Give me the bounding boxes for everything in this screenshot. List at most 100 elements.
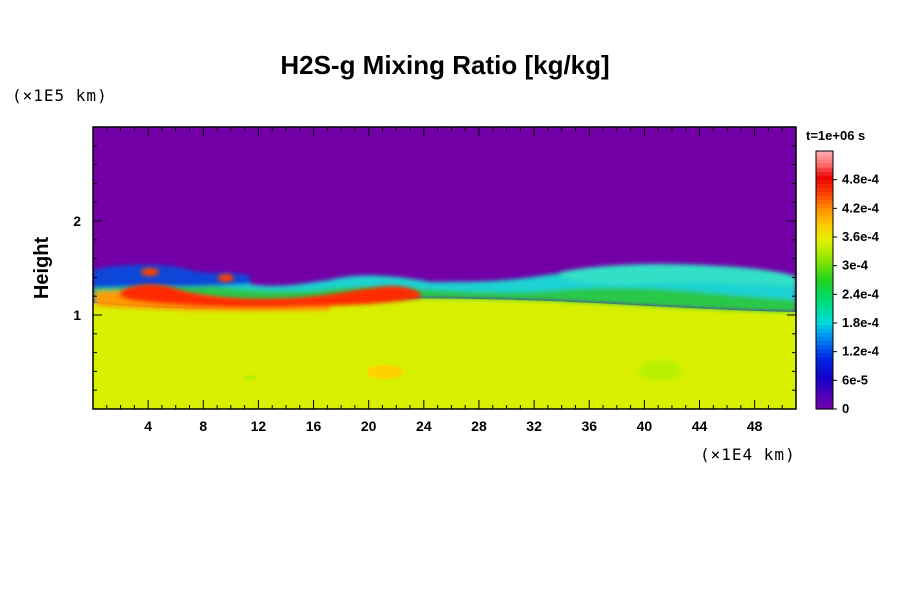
colorbar-swatch — [816, 352, 833, 358]
colorbar-swatch — [816, 155, 833, 160]
y-tick-label: 1 — [73, 307, 81, 323]
colorbar-swatch — [816, 223, 833, 229]
colorbar-swatch — [816, 203, 833, 209]
x-axis: 4 8 12 16 20 24 28 32 36 40 44 48 — [106, 127, 783, 434]
x-tick-label: 24 — [416, 418, 432, 434]
colorbar-swatch — [816, 404, 833, 410]
colorbar-tick-label: 6e-5 — [842, 372, 868, 387]
x-tick-label: 12 — [251, 418, 267, 434]
colorbar-swatch — [816, 227, 833, 233]
colorbar-swatch — [816, 356, 833, 362]
lower-field — [93, 298, 796, 409]
colorbar-swatch — [816, 239, 833, 245]
colorbar-swatch — [816, 171, 833, 176]
x-tick-label: 8 — [199, 418, 207, 434]
colorbar-swatch — [816, 316, 833, 321]
x-axis-unit: (×1E4 km) — [700, 445, 796, 464]
x-tick-label: 20 — [361, 418, 377, 434]
colorbar-swatch — [816, 292, 833, 297]
colorbar-swatch — [816, 328, 833, 334]
colorbar-swatch — [816, 392, 833, 398]
colorbar-swatch — [816, 251, 833, 257]
colorbar-swatch — [816, 280, 833, 285]
colorbar-swatch — [816, 267, 833, 273]
colorbar-swatch — [816, 364, 833, 370]
colorbar-tick-label: 1.2e-4 — [842, 344, 880, 359]
y-axis-unit: (×1E5 km) — [12, 86, 108, 105]
colorbar-swatch — [816, 219, 833, 225]
colorbar-swatch — [816, 348, 833, 354]
colorbar-swatch — [816, 320, 833, 325]
colorbar-swatch — [816, 247, 833, 253]
colorbar-swatch — [816, 263, 833, 269]
colorbar-swatch — [816, 199, 833, 205]
colorbar-tick-label: 3.6e-4 — [842, 229, 880, 244]
colorbar-swatch — [816, 372, 833, 378]
colorbar-swatch — [816, 159, 833, 164]
x-tick-label: 36 — [581, 418, 597, 434]
colorbar-tick-label: 0 — [842, 401, 849, 416]
colorbar-tick-label: 2.4e-4 — [842, 286, 880, 301]
colorbar-swatch — [816, 275, 833, 281]
colorbar-swatch — [816, 167, 833, 172]
time-label: t=1e+06 s — [806, 128, 865, 143]
plot-frame — [92, 126, 797, 410]
lower-inclusion — [244, 375, 256, 381]
colorbar-swatch — [816, 396, 833, 402]
colorbar-swatch — [816, 312, 833, 317]
colorbar-swatch — [816, 255, 833, 261]
chart-title: H2S-g Mixing Ratio [kg/kg] — [280, 50, 609, 80]
colorbar-swatch — [816, 368, 833, 374]
colorbar-swatch — [816, 304, 833, 309]
y-tick-label: 2 — [73, 213, 81, 229]
colorbar-swatch — [816, 324, 833, 329]
high-concentration-core — [119, 268, 421, 307]
colorbar-swatch — [816, 187, 833, 192]
colorbar-swatch — [816, 183, 833, 188]
colorbar-swatch — [816, 388, 833, 394]
lower-inclusion — [638, 360, 682, 380]
colorbar-swatch — [816, 360, 833, 366]
colorbar-swatch — [816, 215, 833, 221]
colorbar-swatch — [816, 151, 833, 156]
colorbar-frame — [815, 150, 834, 410]
colorbar-swatch — [816, 332, 833, 338]
colorbar-swatch — [816, 235, 833, 241]
x-tick-label: 32 — [526, 418, 542, 434]
colorbar-tick-label: 3e-4 — [842, 258, 869, 273]
colorbar-swatch — [816, 288, 833, 293]
colorbar-swatch — [816, 211, 833, 217]
colorbar-tick-label: 4.2e-4 — [842, 200, 880, 215]
x-tick-label: 4 — [144, 418, 152, 434]
colorbar-swatch — [816, 336, 833, 342]
colorbar-swatch — [816, 191, 833, 196]
colorbar-swatch — [816, 376, 833, 382]
x-tick-label: 28 — [471, 418, 487, 434]
colorbar-swatch — [816, 296, 833, 301]
colorbar-swatch — [816, 195, 833, 200]
colorbar-swatch — [816, 400, 833, 406]
colorbar-tick-label: 4.8e-4 — [842, 172, 880, 187]
x-tick-label: 16 — [306, 418, 322, 434]
colorbar-swatch — [816, 175, 833, 180]
y-axis: 12 — [73, 145, 796, 391]
colorbar-tick-label: 1.8e-4 — [842, 315, 880, 330]
colorbar-swatch — [816, 284, 833, 289]
colorbar-swatch — [816, 271, 833, 277]
y-axis-label: Height — [31, 237, 53, 300]
colorbar-swatch — [816, 384, 833, 390]
colorbar-swatch — [816, 344, 833, 350]
colorbar-swatch — [816, 243, 833, 249]
colorbar-swatch — [816, 207, 833, 213]
colorbar: 0 6e-5 1.2e-4 1.8e-4 2.4e-4 3e-4 3.6e-4 4.2e-4 4… — [815, 150, 880, 416]
colorbar-swatch — [816, 163, 833, 168]
plot-area — [93, 127, 796, 409]
x-tick-label: 48 — [747, 418, 763, 434]
colorbar-swatch — [816, 340, 833, 346]
x-tick-label: 44 — [692, 418, 708, 434]
x-tick-label: 40 — [637, 418, 653, 434]
colorbar-swatch — [816, 259, 833, 265]
colorbar-swatch — [816, 308, 833, 313]
lower-inclusion — [367, 365, 403, 379]
